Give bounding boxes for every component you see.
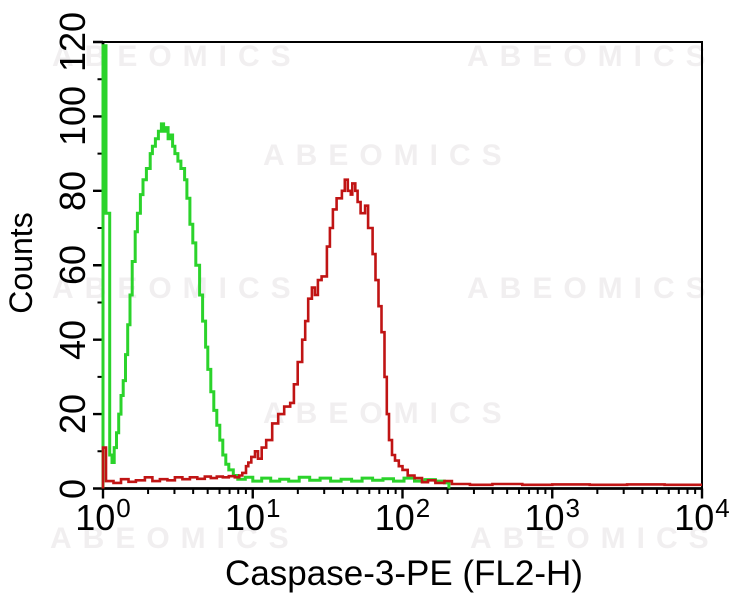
- green-histogram-curve: [101, 44, 451, 489]
- watermark-text: ABEOMICS: [263, 139, 513, 172]
- y-tick-label: 60: [52, 245, 93, 286]
- x-axis-label: Caspase-3-PE (FL2-H): [225, 554, 583, 593]
- y-axis-label: Counts: [3, 212, 39, 314]
- watermark-text: ABEOMICS: [52, 272, 302, 305]
- watermark-text: ABEOMICS: [467, 40, 717, 73]
- red-histogram-curve: [101, 178, 702, 489]
- x-tick-label: 103: [524, 493, 581, 538]
- y-tick-label: 40: [52, 319, 93, 360]
- x-tick-label: 101: [224, 493, 281, 538]
- y-tick-label: 20: [52, 394, 93, 435]
- watermark-text: ABEOMICS: [263, 397, 513, 430]
- watermark-text: ABEOMICS: [467, 272, 717, 305]
- y-tick-label: 120: [52, 11, 93, 73]
- y-tick-label: 80: [52, 170, 93, 211]
- x-tick-label: 100: [75, 493, 131, 538]
- watermark-text: ABEOMICS: [50, 522, 300, 555]
- x-tick-label: 104: [674, 493, 730, 538]
- major-ticks: [93, 40, 704, 499]
- plot-border: [102, 41, 703, 490]
- watermark-text: ABEOMICS: [52, 40, 302, 73]
- x-tick-label: 102: [374, 493, 431, 538]
- watermark-text: ABEOMICS: [470, 522, 720, 555]
- axis-lines: [101, 42, 702, 490]
- y-tick-label: 100: [52, 86, 93, 147]
- minor-ticks: [97, 78, 697, 494]
